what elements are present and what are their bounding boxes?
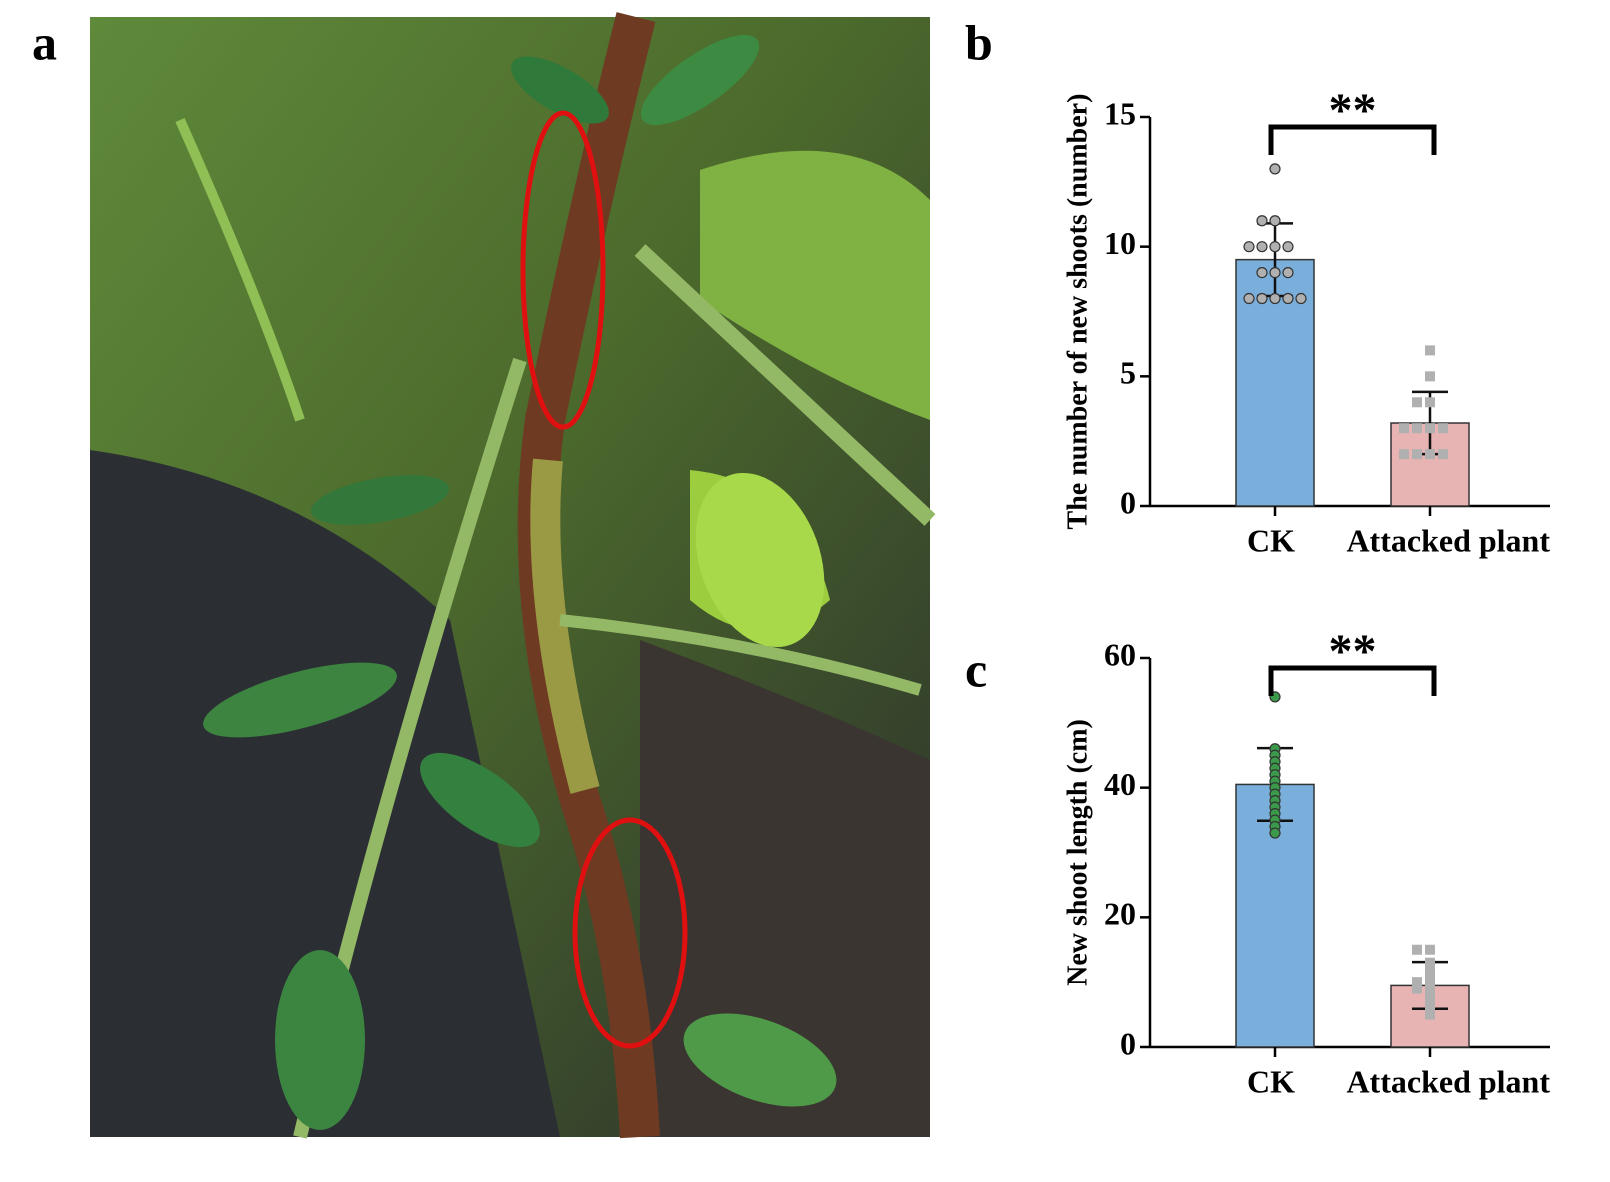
data-point xyxy=(1269,241,1281,253)
data-point xyxy=(1243,292,1255,305)
y-tick-label: 0 xyxy=(1120,1025,1136,1061)
data-point xyxy=(1269,267,1281,279)
data-point xyxy=(1425,957,1435,968)
y-tick-label: 40 xyxy=(1104,766,1136,802)
data-point xyxy=(1425,983,1435,994)
significance-bracket xyxy=(1268,124,1437,155)
data-point xyxy=(1282,292,1294,305)
panel-label: b xyxy=(965,14,993,70)
data-point xyxy=(1438,449,1448,460)
photo xyxy=(90,12,936,1139)
data-point xyxy=(1425,990,1435,1001)
data-point xyxy=(1425,944,1435,955)
data-point xyxy=(1425,970,1435,981)
data-point xyxy=(1412,449,1422,460)
x-tick-label: CK xyxy=(1247,522,1295,558)
y-tick-label: 10 xyxy=(1104,225,1136,261)
data-point xyxy=(1425,977,1435,988)
significance-label: ** xyxy=(1329,84,1377,137)
data-point xyxy=(1269,215,1281,227)
panel-label: c xyxy=(965,641,987,697)
y-tick-label: 0 xyxy=(1120,484,1136,520)
data-point xyxy=(1282,267,1294,279)
data-point xyxy=(1425,423,1435,434)
significance-bracket xyxy=(1268,665,1437,696)
y-axis-title: The number of new shoots (number) xyxy=(1062,94,1093,530)
data-point xyxy=(1269,292,1281,305)
data-point xyxy=(1425,397,1435,408)
data-point xyxy=(1243,241,1255,253)
data-point xyxy=(1269,163,1281,175)
y-tick-label: 15 xyxy=(1104,95,1136,131)
data-point xyxy=(1256,241,1268,253)
y-tick-label: 5 xyxy=(1120,355,1136,391)
data-point xyxy=(1412,397,1422,408)
data-point xyxy=(1425,1003,1435,1014)
data-point xyxy=(1425,1009,1435,1020)
data-point xyxy=(1412,423,1422,434)
y-axis-title: New shoot length (cm) xyxy=(1062,719,1093,986)
data-point xyxy=(1256,292,1268,305)
data-point xyxy=(1399,449,1409,460)
data-point xyxy=(1425,449,1435,460)
data-point xyxy=(1399,423,1409,434)
data-point xyxy=(1269,827,1281,839)
data-point xyxy=(1256,215,1268,227)
data-point xyxy=(1438,423,1448,434)
data-point xyxy=(1412,944,1422,955)
data-point xyxy=(1282,241,1294,253)
y-tick-label: 20 xyxy=(1104,896,1136,932)
x-tick-label: Attacked plant xyxy=(1346,1063,1550,1099)
data-point xyxy=(1425,964,1435,975)
x-tick-label: Attacked plant xyxy=(1346,522,1550,558)
y-tick-label: 60 xyxy=(1104,636,1136,672)
data-point xyxy=(1412,983,1422,994)
data-point xyxy=(1412,977,1422,988)
data-point xyxy=(1295,292,1307,305)
panel-label: a xyxy=(32,14,57,70)
data-point xyxy=(1425,371,1435,382)
data-point xyxy=(1425,996,1435,1007)
data-point xyxy=(1425,345,1435,356)
significance-label: ** xyxy=(1329,625,1377,678)
x-tick-label: CK xyxy=(1247,1063,1295,1099)
data-point xyxy=(1256,267,1268,279)
